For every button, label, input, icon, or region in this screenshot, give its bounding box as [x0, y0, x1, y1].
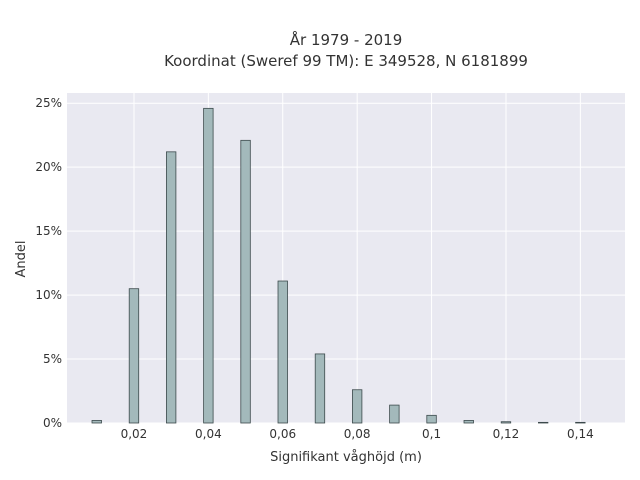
chart-title-line-2: Koordinat (Sweref 99 TM): E 349528, N 61… — [164, 52, 528, 70]
bar — [389, 404, 400, 424]
y-tick-label: 5% — [43, 352, 62, 366]
y-tick-label: 15% — [35, 224, 62, 238]
grid-lines — [67, 93, 625, 424]
chart-title-line-1: År 1979 - 2019 — [290, 30, 403, 49]
y-tick-label: 0% — [43, 416, 62, 430]
x-tick-label: 0,04 — [195, 427, 222, 441]
y-axis-label: Andel — [14, 241, 29, 278]
y-tick-label: 25% — [35, 96, 62, 110]
bar — [538, 421, 549, 424]
bar — [575, 421, 586, 424]
x-tick-label: 0,1 — [422, 427, 441, 441]
bar — [203, 107, 214, 424]
bar — [426, 414, 437, 424]
bar — [314, 353, 326, 424]
bar — [166, 151, 177, 424]
bar — [463, 420, 474, 424]
y-tick-label: 10% — [35, 288, 62, 302]
x-axis-label: Signifikant våghöjd (m) — [270, 450, 422, 465]
x-tick-label: 0,12 — [493, 427, 520, 441]
bar — [352, 389, 363, 424]
bar — [91, 420, 102, 424]
bar — [500, 421, 512, 424]
x-tick-label: 0,08 — [344, 427, 371, 441]
y-axis-ticks: 0% 5% 10% 15% 20% 25% — [35, 96, 62, 430]
x-tick-label: 0,14 — [567, 427, 594, 441]
y-tick-label: 20% — [35, 160, 62, 174]
plot-area — [67, 93, 625, 423]
x-axis-ticks: 0,02 0,04 0,06 0,08 0,1 0,12 0,14 — [121, 427, 594, 441]
x-tick-label: 0,06 — [269, 427, 296, 441]
bar — [128, 288, 140, 424]
bars — [91, 107, 586, 424]
bar — [277, 280, 288, 424]
bar — [240, 139, 251, 424]
x-tick-label: 0,02 — [121, 427, 148, 441]
